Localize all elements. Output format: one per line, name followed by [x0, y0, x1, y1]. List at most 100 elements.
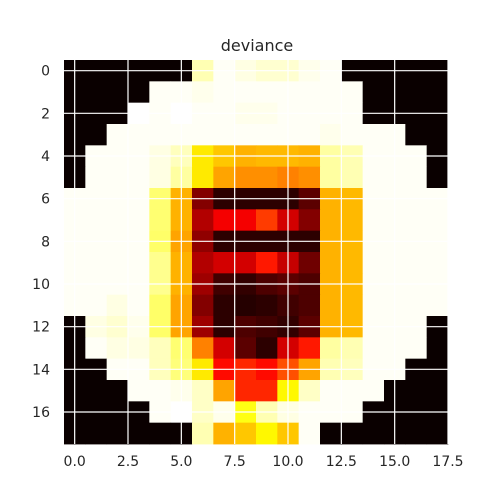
heatmap-cell	[320, 81, 342, 104]
heatmap-cell	[405, 380, 428, 402]
heatmap-cell	[256, 252, 278, 274]
heatmap-cell	[149, 166, 172, 189]
heatmap-cell	[426, 252, 449, 274]
heatmap-cell	[106, 380, 129, 402]
heatmap-cell	[298, 166, 321, 189]
heatmap-cell	[234, 209, 257, 232]
y-axis-ticks: 0 2 4 6 8 10 12 14 16	[32, 64, 50, 421]
heatmap-cell	[128, 422, 150, 445]
heatmap-cell	[341, 337, 364, 360]
heatmap-cell	[192, 337, 214, 360]
heatmap-cell	[128, 380, 150, 402]
y-tick-label: 10	[32, 277, 50, 293]
heatmap-cell	[405, 166, 428, 189]
heatmap-cell	[128, 166, 150, 189]
heatmap-cell	[256, 209, 278, 232]
heatmap-cell	[320, 252, 342, 274]
heatmap-cell	[426, 209, 449, 232]
heatmap-cell	[149, 380, 172, 402]
heatmap-cell	[192, 166, 214, 189]
heatmap-cell	[341, 294, 364, 317]
heatmap-cell	[85, 422, 108, 445]
heatmap-cell	[362, 380, 385, 402]
heatmap-cell	[298, 252, 321, 274]
heatmap-cell	[405, 294, 428, 317]
heatmap-cell	[362, 209, 385, 232]
heatmap-cell	[426, 294, 449, 317]
heatmap-cell	[341, 422, 364, 445]
heatmap-cell	[213, 294, 236, 317]
y-tick-label: 6	[41, 192, 50, 208]
x-tick-label: 7.5	[224, 454, 246, 470]
heatmap-cell	[341, 81, 364, 104]
heatmap-cell	[213, 422, 236, 445]
heatmap-cell	[298, 209, 321, 232]
x-tick-label: 10.0	[272, 454, 303, 470]
heatmap-cell	[85, 209, 108, 232]
heatmap-cell	[149, 422, 172, 445]
y-tick-label: 16	[32, 405, 50, 421]
heatmap-cell	[85, 294, 108, 317]
heatmap-cell	[256, 124, 278, 146]
heatmap-cell	[192, 209, 214, 232]
heatmap-cell	[213, 337, 236, 360]
heatmap-cell	[213, 209, 236, 232]
heatmap-cell	[234, 294, 257, 317]
heatmap-cell	[85, 380, 108, 402]
heatmap-cell	[320, 166, 342, 189]
heatmap-cell	[128, 294, 150, 317]
heatmap-cell	[106, 81, 129, 104]
heatmap-cell	[106, 337, 129, 360]
heatmap-cell	[213, 252, 236, 274]
heatmap-cell	[256, 166, 278, 189]
heatmap-cell	[85, 124, 108, 146]
heatmap-cell	[256, 422, 278, 445]
heatmap-cell	[320, 209, 342, 232]
heatmap-cell	[298, 81, 321, 104]
y-tick-label: 0	[41, 64, 50, 80]
heatmap-cell	[106, 294, 129, 317]
heatmap-cell	[149, 209, 172, 232]
heatmap-cell	[192, 124, 214, 146]
heatmap-cell	[256, 380, 278, 402]
y-tick-label: 2	[41, 106, 50, 122]
heatmap-cell	[128, 252, 150, 274]
heatmap-cell	[362, 166, 385, 189]
heatmap-cell	[213, 380, 236, 402]
heatmap-cell	[426, 124, 449, 146]
heatmap-cell	[149, 252, 172, 274]
heatmap-cell	[213, 81, 236, 104]
heatmap-cell	[85, 252, 108, 274]
heatmap-cell	[149, 337, 172, 360]
heatmap-cell	[128, 81, 150, 104]
heatmap-cell	[106, 252, 129, 274]
heatmap-cell	[234, 337, 257, 360]
heatmap-cell	[405, 252, 428, 274]
x-tick-label: 17.5	[432, 454, 463, 470]
heatmap-cell	[85, 166, 108, 189]
heatmap-cell	[298, 124, 321, 146]
heatmap-cell	[298, 337, 321, 360]
y-tick-label: 4	[41, 149, 50, 165]
heatmap-cell	[128, 209, 150, 232]
heatmap-cells	[64, 60, 449, 445]
heatmap-cell	[106, 422, 129, 445]
heatmap-cell	[298, 294, 321, 317]
heatmap-cell	[405, 337, 428, 360]
x-tick-label: 5.0	[170, 454, 192, 470]
chart-title: deviance	[221, 36, 294, 55]
heatmap-cell	[234, 380, 257, 402]
heatmap-cell	[426, 166, 449, 189]
heatmap-cell	[341, 252, 364, 274]
heatmap-cell	[362, 294, 385, 317]
heatmap-cell	[341, 124, 364, 146]
heatmap-cell	[298, 422, 321, 445]
heatmap-cell	[362, 81, 385, 104]
heatmap-cell	[149, 81, 172, 104]
heatmap-cell	[192, 252, 214, 274]
heatmap-cell	[85, 81, 108, 104]
heatmap-cell	[298, 380, 321, 402]
heatmap-cell	[341, 166, 364, 189]
heatmap-cell	[341, 380, 364, 402]
heatmap-cell	[213, 124, 236, 146]
